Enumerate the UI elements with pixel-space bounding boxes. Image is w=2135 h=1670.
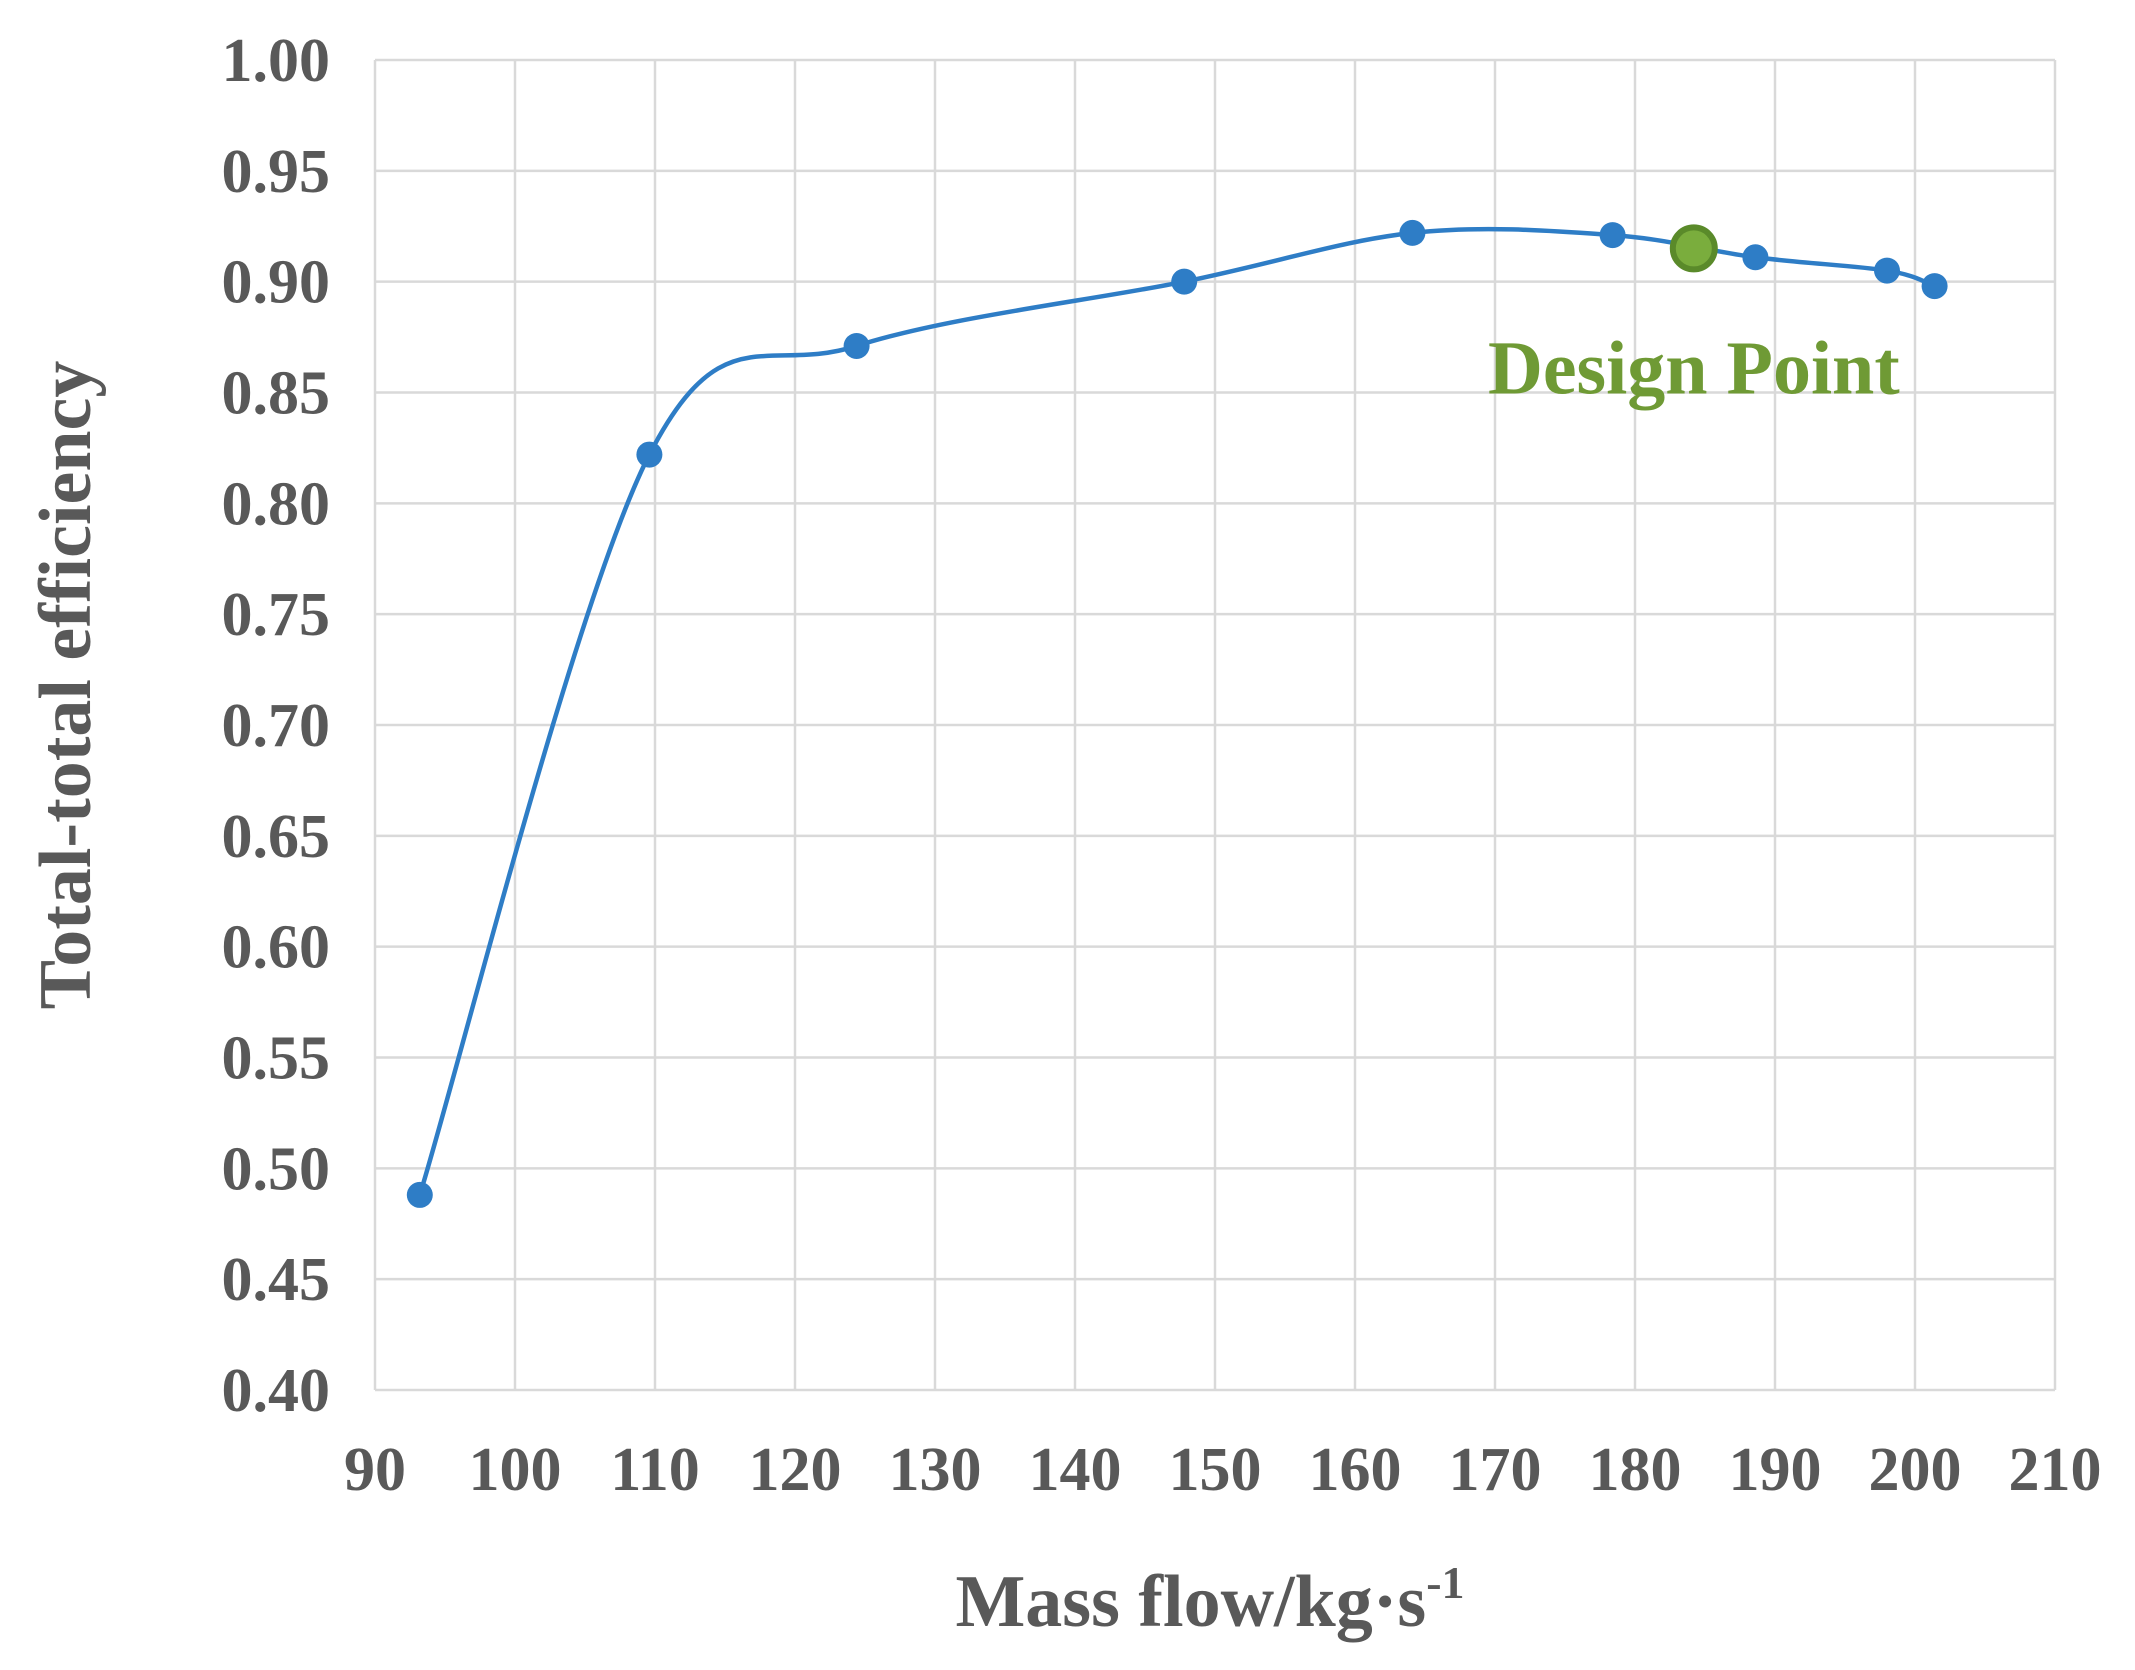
data-point bbox=[406, 1181, 433, 1208]
y-tick-label: 0.70 bbox=[222, 692, 331, 760]
x-tick-label: 130 bbox=[889, 1436, 982, 1504]
x-tick-label: 150 bbox=[1169, 1436, 1262, 1504]
x-tick-label: 100 bbox=[469, 1436, 562, 1504]
data-point bbox=[1874, 257, 1900, 284]
x-tick-label: 110 bbox=[610, 1436, 700, 1504]
x-axis-label-superscript: -1 bbox=[1426, 1557, 1464, 1608]
y-tick-label: 1.00 bbox=[222, 27, 331, 95]
design-point-label: Design Point bbox=[1488, 326, 1900, 410]
data-point bbox=[1171, 268, 1198, 295]
y-tick-label: 0.80 bbox=[222, 470, 331, 538]
x-tick-label: 180 bbox=[1589, 1436, 1682, 1504]
x-tick-label: 160 bbox=[1309, 1436, 1402, 1504]
grid bbox=[373, 58, 2057, 1392]
tick-labels: 90 100 110 120 130 140 150 160 170 180 190 200 210 0.… bbox=[222, 27, 2102, 1504]
x-tick-label: 90 bbox=[344, 1436, 406, 1504]
x-tick-label: 140 bbox=[1029, 1436, 1122, 1504]
x-tick-label: 190 bbox=[1729, 1436, 1822, 1504]
data-point bbox=[1399, 219, 1426, 246]
data-point bbox=[843, 332, 870, 359]
y-tick-label: 0.95 bbox=[222, 138, 331, 206]
y-tick-label: 0.50 bbox=[222, 1135, 331, 1203]
y-tick-label: 0.55 bbox=[222, 1025, 331, 1093]
x-tick-label: 200 bbox=[1869, 1436, 1962, 1504]
x-axis-label-main: Mass flow/kg·s bbox=[955, 1561, 1426, 1643]
data-point bbox=[1742, 244, 1769, 271]
y-tick-label: 0.60 bbox=[222, 914, 331, 982]
data-point bbox=[636, 441, 663, 468]
annotations: Design Point bbox=[1488, 224, 1900, 410]
x-tick-label: 170 bbox=[1449, 1436, 1542, 1504]
x-tick-label: 120 bbox=[749, 1436, 842, 1504]
x-axis-label: Mass flow/kg·s-1 bbox=[955, 1557, 1464, 1643]
data-point bbox=[1921, 273, 1948, 300]
y-tick-label: 0.75 bbox=[222, 581, 331, 649]
x-tick-label: 210 bbox=[2009, 1436, 2102, 1504]
y-tick-label: 0.45 bbox=[222, 1246, 331, 1314]
y-axis-label: Total-total efficiency bbox=[25, 361, 107, 1010]
markers bbox=[406, 219, 1948, 1208]
design-point-marker bbox=[1669, 224, 1718, 273]
y-tick-label: 0.40 bbox=[222, 1357, 331, 1425]
data-point bbox=[1599, 222, 1626, 249]
y-tick-label: 0.90 bbox=[222, 249, 331, 317]
y-tick-label: 0.65 bbox=[222, 803, 331, 871]
y-tick-label: 0.85 bbox=[222, 360, 331, 428]
